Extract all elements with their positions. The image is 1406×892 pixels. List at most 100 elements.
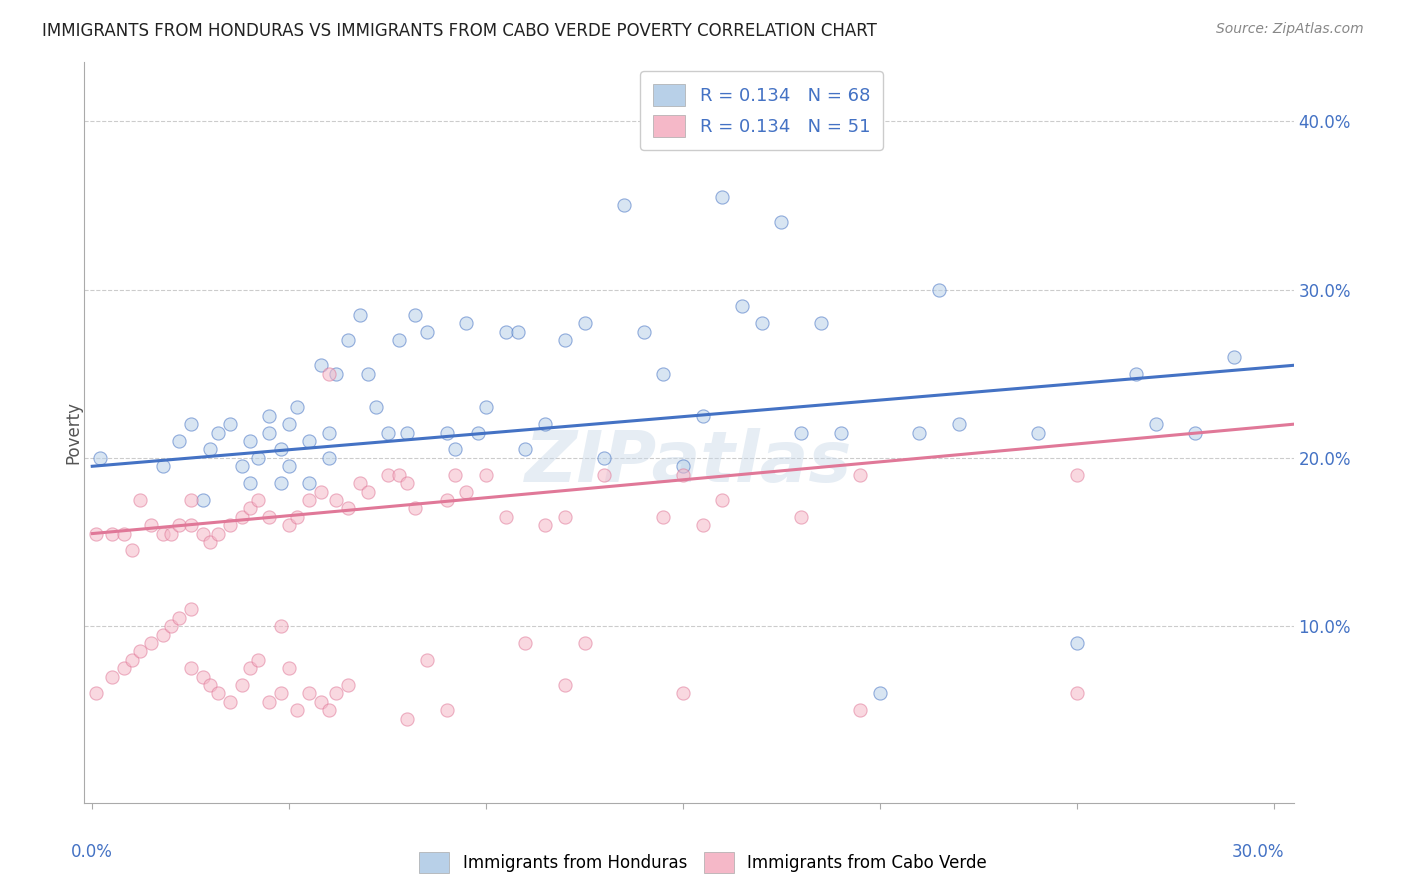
Point bbox=[652, 509, 675, 524]
Point bbox=[467, 425, 489, 440]
Point bbox=[318, 425, 340, 440]
Point bbox=[672, 467, 695, 482]
Point bbox=[89, 450, 111, 465]
Point bbox=[239, 661, 262, 675]
Text: 30.0%: 30.0% bbox=[1232, 843, 1285, 861]
Point bbox=[259, 409, 281, 423]
Point bbox=[475, 401, 498, 415]
Point bbox=[388, 467, 411, 482]
Point bbox=[121, 653, 143, 667]
Point bbox=[456, 484, 478, 499]
Point bbox=[101, 670, 124, 684]
Point bbox=[191, 492, 214, 507]
Point bbox=[574, 636, 596, 650]
Point bbox=[633, 325, 655, 339]
Point bbox=[908, 425, 931, 440]
Point bbox=[191, 670, 214, 684]
Text: 0.0%: 0.0% bbox=[70, 843, 112, 861]
Point bbox=[231, 678, 253, 692]
Point bbox=[456, 316, 478, 330]
Point bbox=[337, 501, 360, 516]
Point bbox=[790, 425, 813, 440]
Point bbox=[180, 492, 202, 507]
Point bbox=[180, 602, 202, 616]
Point bbox=[337, 678, 360, 692]
Point bbox=[309, 695, 332, 709]
Point bbox=[436, 425, 458, 440]
Point bbox=[404, 308, 426, 322]
Point bbox=[849, 467, 872, 482]
Point bbox=[443, 467, 465, 482]
Point bbox=[219, 417, 242, 432]
Point bbox=[200, 535, 222, 549]
Text: Source: ZipAtlas.com: Source: ZipAtlas.com bbox=[1216, 22, 1364, 37]
Point bbox=[298, 492, 321, 507]
Point bbox=[167, 610, 190, 624]
Point bbox=[259, 509, 281, 524]
Point bbox=[270, 619, 292, 633]
Point bbox=[515, 636, 537, 650]
Point bbox=[404, 501, 426, 516]
Point bbox=[259, 425, 281, 440]
Point bbox=[207, 526, 229, 541]
Point bbox=[377, 467, 399, 482]
Point bbox=[1026, 425, 1049, 440]
Point bbox=[84, 526, 107, 541]
Point bbox=[349, 308, 371, 322]
Point bbox=[1125, 367, 1147, 381]
Point bbox=[167, 434, 190, 448]
Point bbox=[396, 476, 419, 491]
Point bbox=[101, 526, 124, 541]
Point bbox=[231, 459, 253, 474]
Point bbox=[613, 198, 636, 212]
Point bbox=[849, 703, 872, 717]
Point bbox=[278, 459, 301, 474]
Point bbox=[495, 509, 517, 524]
Point bbox=[515, 442, 537, 457]
Point bbox=[357, 367, 380, 381]
Point bbox=[200, 442, 222, 457]
Point bbox=[152, 526, 174, 541]
Point bbox=[152, 459, 174, 474]
Point bbox=[278, 417, 301, 432]
Point bbox=[1144, 417, 1167, 432]
Point bbox=[475, 467, 498, 482]
Point bbox=[325, 367, 347, 381]
Point bbox=[239, 476, 262, 491]
Point bbox=[652, 367, 675, 381]
Point bbox=[830, 425, 852, 440]
Point bbox=[191, 526, 214, 541]
Point bbox=[309, 359, 332, 373]
Point bbox=[364, 401, 387, 415]
Point bbox=[141, 636, 163, 650]
Point bbox=[239, 434, 262, 448]
Point bbox=[112, 526, 135, 541]
Point bbox=[298, 476, 321, 491]
Point bbox=[672, 459, 695, 474]
Point bbox=[593, 450, 616, 465]
Point bbox=[770, 215, 793, 229]
Legend: Immigrants from Honduras, Immigrants from Cabo Verde: Immigrants from Honduras, Immigrants fro… bbox=[412, 846, 994, 880]
Point bbox=[207, 425, 229, 440]
Point bbox=[152, 627, 174, 641]
Point bbox=[285, 401, 308, 415]
Point bbox=[1066, 636, 1088, 650]
Point bbox=[436, 492, 458, 507]
Point bbox=[246, 653, 269, 667]
Point bbox=[554, 333, 576, 347]
Point bbox=[318, 703, 340, 717]
Point bbox=[278, 518, 301, 533]
Point bbox=[1066, 467, 1088, 482]
Point bbox=[270, 442, 292, 457]
Point bbox=[554, 509, 576, 524]
Point bbox=[219, 695, 242, 709]
Point bbox=[1223, 350, 1246, 364]
Point bbox=[318, 450, 340, 465]
Point bbox=[692, 518, 714, 533]
Point bbox=[443, 442, 465, 457]
Point bbox=[200, 678, 222, 692]
Point bbox=[948, 417, 970, 432]
Point bbox=[1184, 425, 1206, 440]
Point bbox=[534, 518, 557, 533]
Point bbox=[180, 518, 202, 533]
